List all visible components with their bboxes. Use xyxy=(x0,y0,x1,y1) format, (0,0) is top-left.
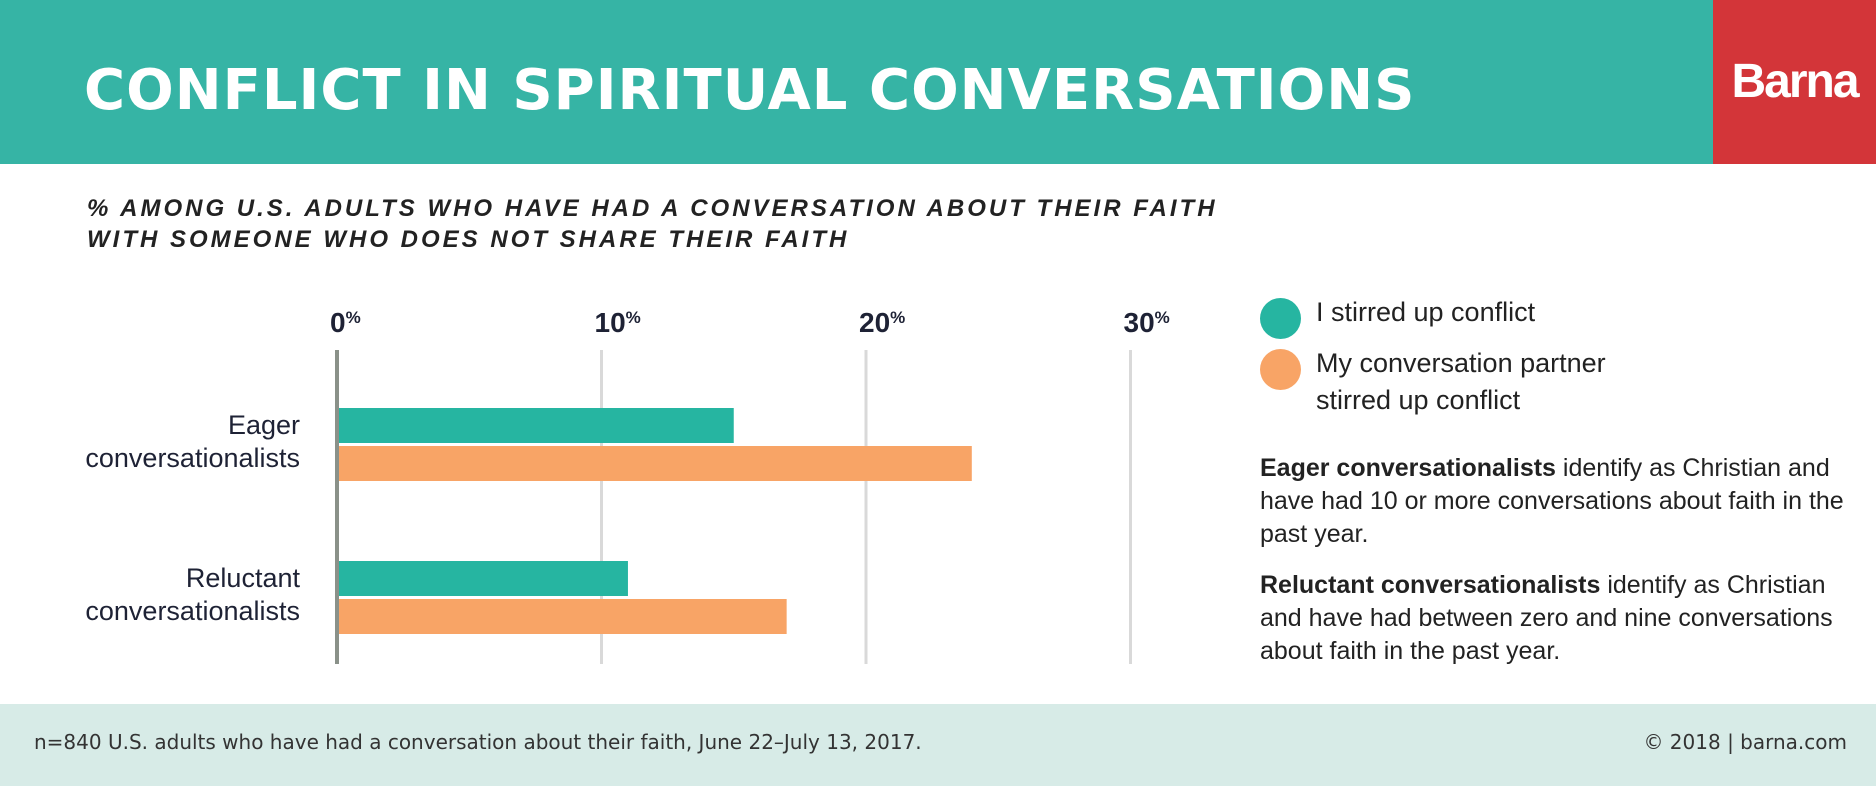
x-tick-label-30: 30% xyxy=(1124,307,1170,338)
x-axis-ticks: 0% 10% 20% 30% xyxy=(330,307,1170,338)
category-labels: Eager conversationalists Reluctant conversa… xyxy=(85,410,300,626)
legend-swatch-orange xyxy=(1260,349,1301,390)
legend-swatch-teal xyxy=(1260,298,1301,339)
chart-subtitle: % AMONG U.S. ADULTS WHO HAVE HAD A CONVE… xyxy=(87,193,1218,255)
category-label-eager: Eager conversationalists xyxy=(85,410,300,473)
copyright: © 2018 | barna.com xyxy=(1643,730,1847,754)
logo-box: Barna xyxy=(1713,0,1876,164)
definition-term: Eager conversationalists xyxy=(1260,454,1556,482)
legend-label-line: My conversation partner xyxy=(1316,348,1606,378)
chart-title: CONFLICT IN SPIRITUAL CONVERSATIONS xyxy=(84,58,1416,123)
barna-logo: Barna xyxy=(1731,55,1859,108)
legend-label-line: I stirred up conflict xyxy=(1316,297,1536,327)
definition-text: identify as Christian and have had 10 or… xyxy=(1260,454,1844,548)
footer: n=840 U.S. adults who have had a convers… xyxy=(0,704,1876,786)
definition-text: identify as Christian and have had betwe… xyxy=(1260,571,1833,665)
bars xyxy=(339,408,972,634)
definitions: Eager conversationalists identify as Chr… xyxy=(1260,452,1850,686)
legend-label-partner-conflict: My conversation partner stirred up confl… xyxy=(1316,345,1606,419)
bar-eager-series-1 xyxy=(339,408,734,443)
legend-label-line: stirred up conflict xyxy=(1316,385,1521,415)
subtitle-line-2: WITH SOMEONE WHO DOES NOT SHARE THEIR FA… xyxy=(87,226,850,253)
subtitle-line-1: % AMONG U.S. ADULTS WHO HAVE HAD A CONVE… xyxy=(87,195,1218,222)
legend-label-self-conflict: I stirred up conflict xyxy=(1316,294,1535,331)
bar-chart: 0% 10% 20% 30% Eager conversationalists Reluc… xyxy=(85,307,1170,664)
definition-term: Reluctant conversationalists xyxy=(1260,571,1601,599)
category-label-reluctant: Reluctant conversationalists xyxy=(85,563,300,626)
definition-eager: Eager conversationalists identify as Chr… xyxy=(1260,452,1850,551)
x-tick-label-0: 0% xyxy=(330,307,361,338)
header-banner: CONFLICT IN SPIRITUAL CONVERSATIONS xyxy=(0,0,1713,164)
x-tick-label-10: 10% xyxy=(595,307,641,338)
definition-reluctant: Reluctant conversationalists identify as… xyxy=(1260,569,1850,668)
bar-reluctant-series-1 xyxy=(339,561,628,596)
x-tick-label-20: 20% xyxy=(859,307,905,338)
bar-eager-series-2 xyxy=(339,446,972,481)
bar-reluctant-series-2 xyxy=(339,599,787,634)
source-note: n=840 U.S. adults who have had a convers… xyxy=(34,730,922,754)
